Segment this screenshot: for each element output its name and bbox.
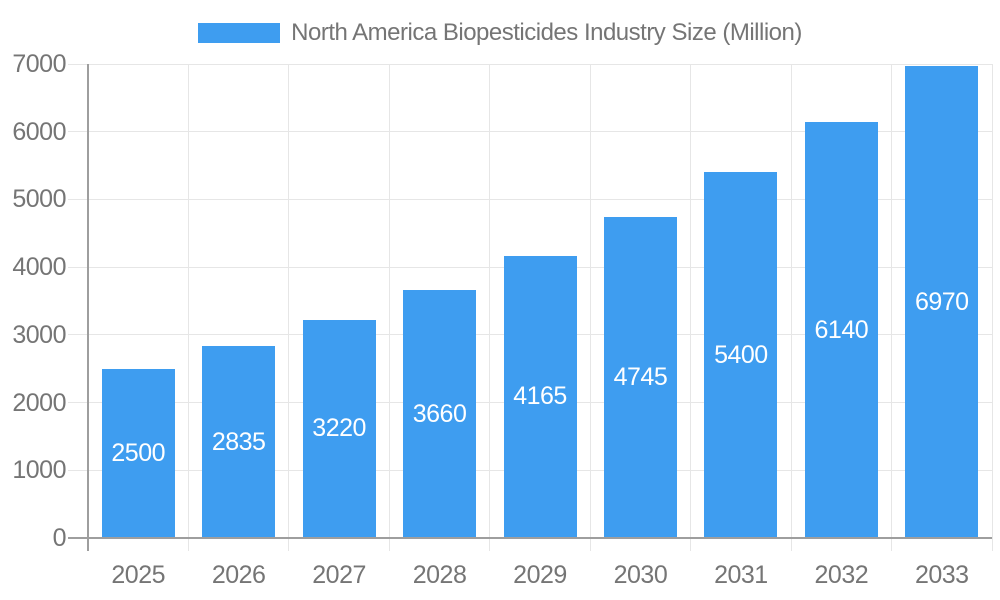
x-tick-label-2029: 2029 [513, 561, 567, 589]
gridline-v-9 [991, 64, 993, 551]
y-tick-label-6000: 6000 [12, 117, 66, 146]
gridline-v-1 [187, 64, 189, 551]
bar-value-label: 6140 [814, 315, 869, 344]
bar-value-label: 6970 [914, 287, 969, 316]
gridline-h-7000 [68, 63, 992, 65]
x-tick-label-2032: 2032 [814, 561, 869, 589]
x-tick-label-2027: 2027 [312, 561, 366, 589]
legend-swatch [198, 23, 281, 43]
bar-2025[interactable]: 2500 [101, 368, 175, 538]
bar-2031[interactable]: 5400 [704, 172, 778, 538]
y-tick-label-0: 0 [52, 524, 67, 552]
bar-value-label: 5400 [714, 340, 768, 369]
gridline-v-7 [790, 64, 792, 551]
bar-2029[interactable]: 4165 [503, 255, 577, 538]
gridline-v-2 [288, 64, 290, 551]
bar-2032[interactable]: 6140 [804, 122, 878, 538]
y-tick-label-4000: 4000 [12, 253, 66, 282]
x-tick-label-2028: 2028 [412, 561, 467, 589]
y-axis-line [87, 64, 89, 551]
bar-value-label: 2500 [111, 438, 166, 467]
x-tick-label-2033: 2033 [914, 561, 969, 589]
gridline-v-8 [891, 64, 893, 551]
y-tick-label-5000: 5000 [12, 185, 66, 214]
gridline-v-6 [690, 64, 692, 551]
x-axis-line [68, 537, 992, 539]
legend-label: North America Biopesticides Industry Siz… [291, 19, 802, 46]
x-tick-label-2025: 2025 [111, 561, 166, 589]
gridline-v-3 [388, 64, 390, 551]
gridline-v-5 [589, 64, 591, 551]
bar-2026[interactable]: 2835 [202, 346, 276, 538]
bar-2030[interactable]: 4745 [603, 216, 677, 538]
bar-value-label: 2835 [211, 427, 266, 456]
plot-area: 2500 2835 3220 3660 4165 4745 5400 6140 6970 [68, 63, 993, 551]
gridline-v-4 [489, 64, 491, 551]
bar-value-label: 4165 [513, 382, 567, 411]
bar-value-label: 3220 [312, 414, 366, 443]
x-tick-label-2031: 2031 [714, 561, 768, 589]
bar-2028[interactable]: 3660 [403, 290, 477, 538]
y-tick-label-2000: 2000 [12, 388, 66, 417]
bar-2033[interactable]: 6970 [905, 66, 979, 538]
bar-value-label: 4745 [613, 362, 668, 391]
gridline-h-6000 [68, 131, 992, 133]
bar-value-label: 3660 [412, 399, 467, 428]
x-tick-label-2030: 2030 [613, 561, 668, 589]
legend: North America Biopesticides Industry Siz… [0, 19, 1000, 47]
y-tick-label-7000: 7000 [12, 50, 66, 78]
bar-2027[interactable]: 3220 [302, 319, 376, 538]
y-tick-label-3000: 3000 [12, 320, 66, 349]
x-tick-label-2026: 2026 [211, 561, 266, 589]
gridline-h-5000 [68, 198, 992, 200]
y-tick-label-1000: 1000 [12, 456, 66, 485]
